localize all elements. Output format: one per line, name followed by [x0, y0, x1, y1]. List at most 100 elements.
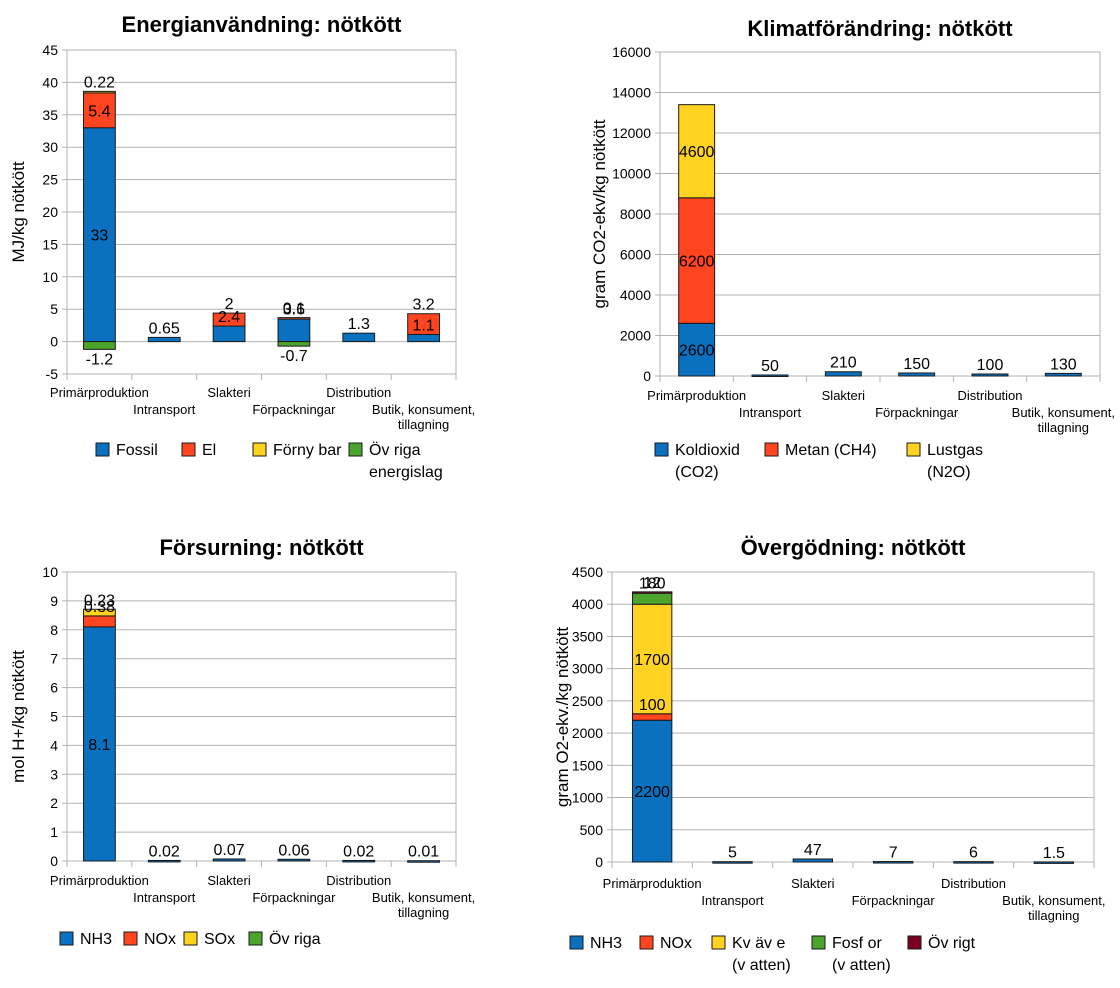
bar-segment-2 [277, 317, 311, 320]
x-category-label: Distribution [326, 385, 391, 400]
data-label: 0.01 [408, 844, 439, 861]
data-label: 0.23 [84, 592, 115, 609]
bar-segment-2 [407, 313, 440, 335]
legend-swatch [639, 935, 654, 950]
y-tick-label: 30 [42, 139, 58, 155]
legend-label: NH3 [590, 935, 622, 952]
chart-title: Energianvändning: nötkött [122, 12, 403, 37]
x-category-label: Slakteri [207, 873, 250, 888]
data-label: 0.02 [343, 843, 374, 860]
y-tick-label: 6 [50, 680, 58, 696]
x-category-label: Primärproduktion [647, 388, 746, 403]
legend-label: Öv riga [269, 930, 321, 948]
y-tick-label: 1000 [572, 790, 603, 806]
data-label: 12 [643, 575, 661, 592]
data-label: 3.6 [283, 301, 305, 318]
x-category-label: Butik, konsument, tillagning [372, 402, 475, 432]
chart-title: Klimatförändring: nötkött [747, 16, 1013, 41]
bar-segment-2 [631, 713, 673, 721]
y-tick-label: 3500 [572, 628, 603, 644]
bar-segment-4 [631, 592, 673, 605]
data-label: 5 [728, 845, 737, 862]
y-tick-label: 0 [595, 854, 603, 870]
data-label: 6200 [679, 254, 715, 271]
legend-swatch [252, 442, 267, 457]
y-tick-label: 40 [42, 74, 58, 90]
legend-swatch [95, 442, 110, 457]
y-tick-label: 4000 [620, 287, 651, 303]
legend-swatch [248, 931, 263, 946]
legend-label: Metan (CH4) [785, 442, 877, 459]
y-tick-label: 10 [42, 564, 58, 580]
data-label: 1.5 [1043, 845, 1065, 862]
y-tick-label: 7 [50, 651, 58, 667]
data-label: -1.2 [86, 351, 114, 368]
data-label: 5.4 [88, 103, 110, 120]
y-tick-label: 5 [50, 301, 58, 317]
y-tick-label: 1 [50, 824, 58, 840]
y-tick-label: 0 [643, 368, 651, 384]
y-tick-label: 500 [580, 822, 604, 838]
legend-swatch [123, 931, 138, 946]
bar-segment-1 [342, 332, 376, 343]
legend-label: El [202, 442, 216, 459]
legend-swatch [59, 931, 74, 946]
legend-swatch [654, 442, 669, 457]
y-tick-label: 6000 [620, 247, 651, 263]
y-tick-label: 4000 [572, 596, 603, 612]
data-label: 4600 [679, 144, 715, 161]
bar-segment-1 [407, 860, 440, 863]
legend-label: Koldioxid (CO2) [675, 442, 740, 481]
y-tick-label: 10000 [612, 166, 651, 182]
chart-panel-4: Övergödning: nötkött gram O2-ekv./kg nötk… [553, 535, 1105, 974]
bar-segment-4 [277, 341, 311, 347]
bar-segment-1 [971, 373, 1009, 377]
bar-segment-1 [212, 325, 246, 343]
legend-label: Öv riga energislag [369, 441, 443, 481]
data-label: 100 [977, 357, 1004, 374]
y-tick-label: 5 [50, 709, 58, 725]
data-label: 47 [804, 842, 822, 859]
x-category-label: Slakteri [822, 388, 865, 403]
data-label: 0.1 [283, 301, 305, 318]
legend-swatch [348, 442, 363, 457]
bar-segment-1 [751, 374, 789, 377]
bar-segment-1 [898, 372, 936, 377]
y-tick-label: -5 [46, 366, 59, 382]
y-tick-label: 2000 [620, 328, 651, 344]
y-tick-label: 0 [50, 853, 58, 869]
legend-label: Fossil [116, 442, 158, 459]
legend-label: Öv rigt [928, 934, 976, 952]
data-label: 2.4 [218, 309, 240, 326]
x-category-label: Förpackningar [852, 893, 936, 908]
data-label: 3.2 [412, 297, 434, 314]
legend-swatch [907, 935, 922, 950]
bar-segment-2 [83, 92, 116, 129]
y-tick-label: 12000 [612, 125, 651, 141]
chart-title: Försurning: nötkött [159, 535, 364, 560]
data-label: 180 [639, 576, 666, 593]
y-axis-label: gram CO2-ekv/kg nötkött [590, 119, 609, 308]
y-axis-label: mol H+/kg nötkött [9, 650, 28, 783]
y-axis-label: gram O2-ekv./kg nötkött [553, 627, 572, 807]
bar-segment-3 [83, 90, 116, 94]
bar-segment-3 [678, 104, 716, 199]
data-label: 1.1 [412, 317, 434, 334]
bar-segment-2 [212, 312, 246, 327]
y-tick-label: 3000 [572, 661, 603, 677]
data-label: 33 [91, 228, 109, 245]
data-label: 0.65 [149, 320, 180, 337]
legend-label: Fosf or (v atten) [832, 935, 891, 974]
data-label: 0.22 [84, 74, 115, 91]
data-label: -0.7 [280, 348, 308, 365]
legend-swatch [183, 931, 198, 946]
y-tick-label: 20 [42, 204, 58, 220]
legend-label: NH3 [80, 931, 112, 948]
bar-segment-1 [83, 127, 116, 343]
data-label: 100 [639, 697, 666, 714]
y-tick-label: 45 [42, 42, 58, 58]
bar-segment-1 [342, 859, 376, 863]
chart-title: Övergödning: nötkött [741, 535, 967, 560]
data-label: 2200 [634, 784, 670, 801]
x-category-label: Slakteri [207, 385, 250, 400]
